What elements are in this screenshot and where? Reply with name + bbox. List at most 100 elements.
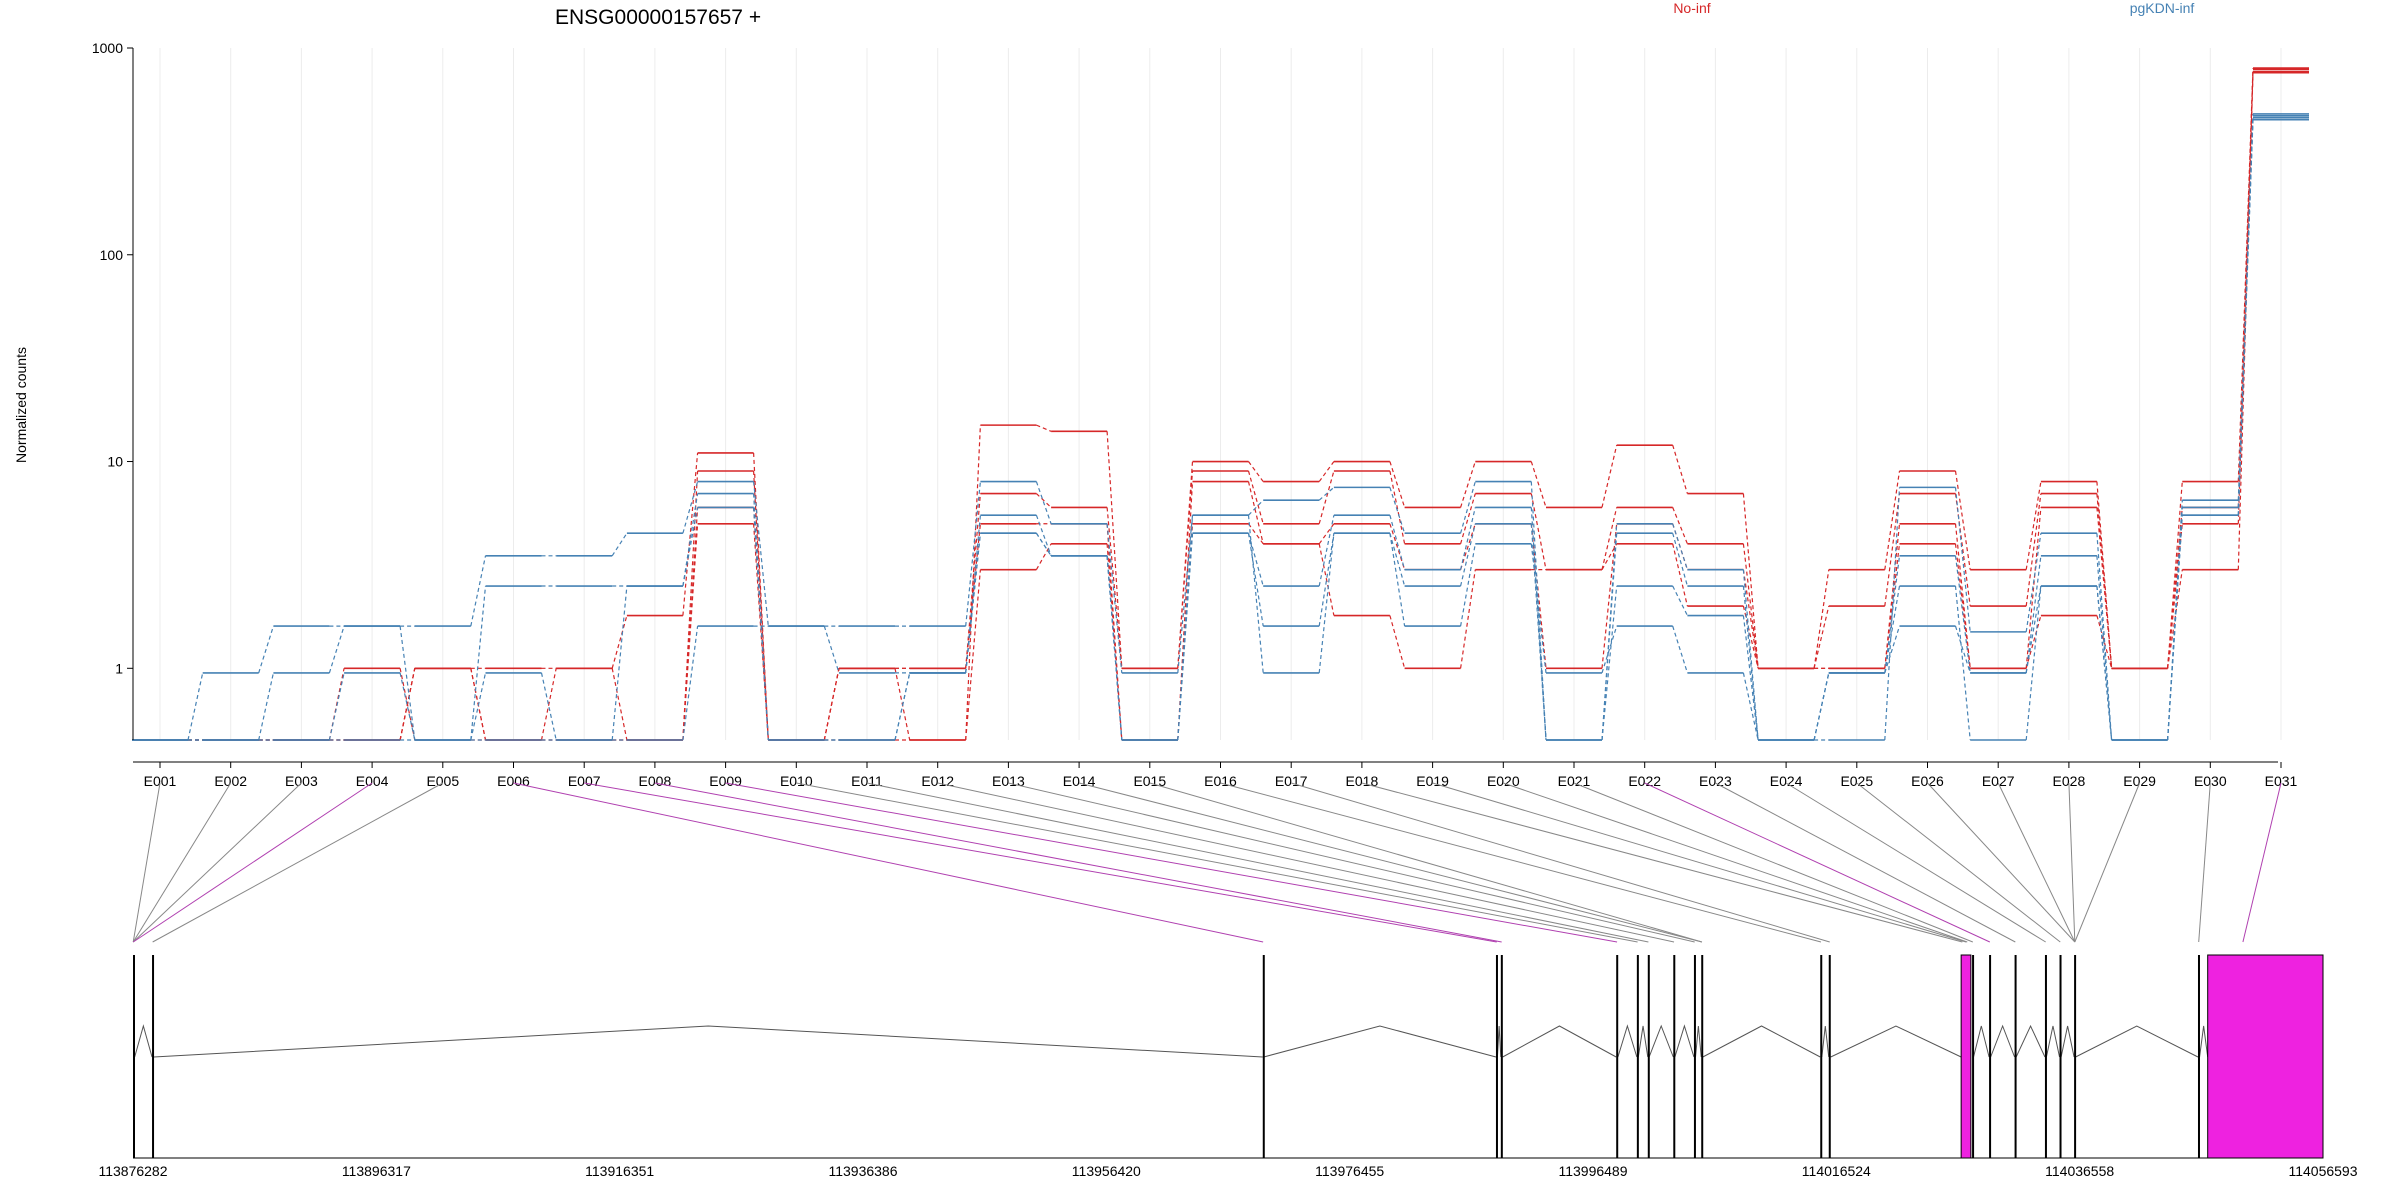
- genomic-tick-label-1: 113876282: [98, 1163, 167, 1179]
- x-tick-label-e021: E021: [1558, 773, 1591, 789]
- series-4: [132, 70, 2309, 741]
- exon-box-9: [1673, 955, 1676, 1158]
- series-6-link-5: [470, 585, 487, 741]
- series-2-link-22: [1672, 507, 1688, 545]
- connector-e005: [152, 782, 444, 943]
- connector-e025: [1856, 782, 2061, 943]
- exon-box-17: [2014, 955, 2017, 1158]
- series-1-link-23: [1742, 493, 1759, 669]
- series-2-link-24: [1813, 605, 1830, 669]
- series-2-link-16: [1247, 470, 1264, 524]
- x-tick-label-e008: E008: [639, 773, 672, 789]
- x-tick-label-e028: E028: [2053, 773, 2086, 789]
- exon-box-1: [133, 955, 135, 1158]
- x-tick-label-e013: E013: [992, 773, 1025, 789]
- exon-box-21: [2197, 955, 2200, 1158]
- legend-no-inf: No-inf: [1673, 0, 1710, 16]
- series-8-link-22: [1672, 625, 1688, 674]
- series-2-link-13: [1035, 493, 1052, 508]
- x-tick-label-e001: E001: [144, 773, 177, 789]
- series-7-link-25: [1884, 585, 1901, 674]
- series-1-link-21: [1601, 445, 1618, 508]
- series-7-link-26: [1954, 585, 1971, 741]
- y-tick-label-100: 100: [100, 247, 124, 263]
- series-3-link-18: [1389, 523, 1406, 570]
- series-8-link-20: [1530, 543, 1547, 673]
- series-8-link-8: [682, 626, 699, 741]
- intron-18: [2045, 1025, 2061, 1058]
- intron-3: [1263, 1025, 1497, 1058]
- series-4-link-30: [2237, 71, 2254, 570]
- series-2-link-19: [1460, 493, 1476, 544]
- connector-e023: [1715, 782, 2016, 943]
- exon-connectors: [132, 782, 2282, 943]
- series-2-link-7: [611, 668, 628, 741]
- series-1-link-20: [1530, 461, 1547, 508]
- series-6-link-19: [1460, 507, 1476, 570]
- exon-box-4: [1495, 955, 1498, 1158]
- intron-4: [1496, 1025, 1502, 1058]
- intron-16: [1990, 1024, 2016, 1058]
- genomic-tick-label-6: 113976455: [1315, 1163, 1384, 1179]
- exon-box-6: [1616, 955, 1619, 1158]
- series-8-link-21: [1601, 625, 1618, 674]
- intron-5: [1502, 1025, 1617, 1058]
- connector-e015: [1149, 782, 1703, 943]
- x-tick-label-e027: E027: [1982, 773, 2015, 789]
- series-8-link-17: [1318, 533, 1335, 673]
- series-5-link-13: [1035, 481, 1052, 524]
- series-1-link-7: [611, 615, 628, 669]
- series-3-link-16: [1247, 481, 1264, 544]
- connector-e022: [1644, 782, 1991, 943]
- intron-2: [153, 1025, 1263, 1058]
- series-8-link-23: [1742, 672, 1759, 741]
- exon-box-10: [1693, 955, 1696, 1158]
- series-4-link-27: [2025, 615, 2042, 669]
- x-tick-label-e023: E023: [1699, 773, 1732, 789]
- series-6-link-2: [258, 672, 274, 741]
- y-tick-label-1000: 1000: [92, 40, 123, 56]
- intron-20: [2075, 1025, 2199, 1058]
- series-4-link-8: [682, 523, 699, 741]
- genomic-tick-label-10: 114056593: [2288, 1163, 2357, 1179]
- exon-box-18: [2044, 955, 2047, 1158]
- series-5-link-8: [682, 481, 699, 534]
- series-5-link-22: [1672, 523, 1688, 570]
- x-tick-label-e003: E003: [285, 773, 318, 789]
- series-4-link-9: [753, 523, 769, 741]
- series-4-link-28: [2096, 615, 2113, 669]
- series-1-link-28: [2096, 481, 2113, 669]
- series-2-link-14: [1106, 507, 1123, 669]
- x-tick-label-e016: E016: [1204, 773, 1237, 789]
- x-tick-label-e009: E009: [709, 773, 742, 789]
- connector-e018: [1361, 782, 1963, 943]
- intron-7: [1637, 1025, 1649, 1058]
- series-2-link-26: [1954, 493, 1971, 607]
- exon-box-19: [2059, 955, 2062, 1158]
- series-7-link-22: [1672, 585, 1688, 616]
- connector-e028: [2068, 782, 2076, 943]
- connector-e006: [513, 782, 1264, 943]
- x-tick-label-e029: E029: [2123, 773, 2156, 789]
- series-6-link-22: [1672, 533, 1688, 587]
- series-6-link-12: [965, 515, 981, 673]
- series-2-link-15: [1177, 470, 1194, 669]
- series-7-link-4: [399, 672, 416, 741]
- series-6-link-20: [1530, 507, 1547, 741]
- connector-e007: [584, 782, 1497, 943]
- series-1-link-25: [1884, 470, 1901, 570]
- x-tick-label-e012: E012: [921, 773, 954, 789]
- x-tick-label-e018: E018: [1346, 773, 1379, 789]
- intron-10: [1695, 1025, 1702, 1058]
- series-6-link-17: [1318, 515, 1335, 587]
- series-5-link-16: [1248, 499, 1264, 516]
- series-7-link-21: [1601, 585, 1618, 741]
- series-2-link-17: [1318, 470, 1335, 524]
- exon-box-16: [1989, 955, 1992, 1158]
- series-1-link-17: [1318, 461, 1335, 482]
- series-3-link-23: [1742, 569, 1759, 669]
- exon-box-20: [2074, 955, 2077, 1158]
- series-5-link-7: [611, 532, 628, 557]
- genomic-tick-label-9: 114036558: [2045, 1163, 2114, 1179]
- series-7-link-17: [1318, 533, 1335, 627]
